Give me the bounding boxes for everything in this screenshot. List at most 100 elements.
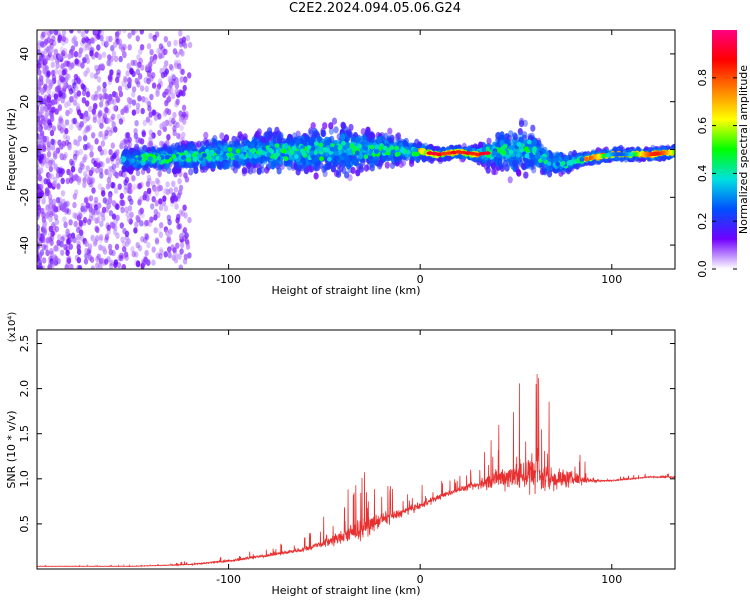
spectrogram-noise-cell xyxy=(37,210,40,217)
spectrogram-noise-cell xyxy=(183,253,189,260)
spectrogram-cell xyxy=(289,138,295,146)
spectrogram-noise-cell xyxy=(127,195,132,202)
spectrogram-noise-cell xyxy=(162,110,167,118)
spectrogram-noise-cell xyxy=(146,187,152,195)
spectrogram-noise-cell xyxy=(183,172,188,179)
spectrogram-noise-cell xyxy=(127,77,132,84)
spectrogram-noise-cell xyxy=(51,198,57,205)
spectrogram-noise-cell xyxy=(181,104,187,112)
spectrogram-noise-cell xyxy=(135,35,140,42)
spectrogram-cell xyxy=(485,157,492,166)
spectrogram-noise-cell xyxy=(43,58,48,65)
spectrogram-noise-cell xyxy=(153,214,158,221)
spectrogram-noise-cell xyxy=(101,190,106,197)
spectrogram-noise-cell xyxy=(93,94,99,101)
spectrogram-noise-cell xyxy=(177,223,183,230)
spectrogram-noise-cell xyxy=(80,202,85,210)
spectrogram-noise-cell xyxy=(158,231,164,239)
spectrogram-noise-cell xyxy=(168,63,174,71)
spectrogram-noise-cell xyxy=(175,121,180,129)
spectrogram-noise-cell xyxy=(135,136,140,144)
spectrogram-noise-cell xyxy=(105,117,111,125)
spectrogram-noise-cell xyxy=(173,252,178,259)
spectrogram-noise-cell xyxy=(177,253,182,260)
spectrogram-noise-cell xyxy=(85,36,90,44)
spectrogram-noise-cell xyxy=(154,177,160,184)
spectrogram-noise-cell xyxy=(50,61,55,68)
spectrogram-cell xyxy=(389,161,396,170)
spectrogram-noise-cell xyxy=(135,169,141,177)
spectrogram-noise-cell xyxy=(128,187,134,195)
spectrogram-cell xyxy=(247,167,254,175)
spectrogram-noise-cell xyxy=(116,113,122,121)
spectrogram-peak xyxy=(314,141,319,147)
spectrogram-cell xyxy=(308,129,314,137)
spectrogram-cell xyxy=(166,146,173,155)
spectrogram-noise-cell xyxy=(37,240,40,247)
spectrogram-peak xyxy=(243,145,249,151)
spectrogram-noise-cell xyxy=(149,49,154,56)
spectrogram-cell xyxy=(387,127,393,135)
spectrogram-noise-cell xyxy=(143,190,148,198)
spectrogram-noise-cell xyxy=(96,33,101,40)
spectrogram-noise-cell xyxy=(163,48,168,55)
spectrogram-noise-cell xyxy=(46,151,52,158)
spectrogram-noise-cell xyxy=(48,79,54,86)
spectrogram-noise-cell xyxy=(98,236,104,244)
spectrogram-noise-cell xyxy=(113,228,118,236)
spectrogram-cell xyxy=(187,141,193,149)
spectrogram-noise-cell xyxy=(73,51,79,58)
spectrogram-noise-cell xyxy=(155,252,160,259)
spectrogram-noise-cell xyxy=(99,30,105,37)
spectrogram-noise-cell xyxy=(54,108,59,115)
spectrogram-noise-cell xyxy=(157,129,162,137)
spectrogram-noise-cell xyxy=(93,72,99,80)
spectrogram-cell xyxy=(446,154,452,162)
spectrogram-noise-cell xyxy=(60,97,65,104)
spectrogram-noise-cell xyxy=(40,51,45,58)
spectrogram-noise-cell xyxy=(109,55,114,63)
spectrogram-noise-cell xyxy=(56,30,61,37)
spectrogram-noise-cell xyxy=(37,183,40,190)
spectrogram-noise-cell xyxy=(148,136,153,143)
spectrogram-noise-cell xyxy=(40,140,45,147)
spectrogram-noise-cell xyxy=(97,145,103,152)
spectrogram-noise-cell xyxy=(181,131,186,139)
spectrogram-noise-cell xyxy=(46,96,51,103)
spectrogram-noise-cell xyxy=(94,217,99,224)
spectrogram-noise-cell xyxy=(79,160,85,168)
spectrogram-noise-cell xyxy=(69,158,74,166)
spectrogram-noise-cell xyxy=(59,46,64,53)
spectrogram-noise-cell xyxy=(97,183,103,190)
spectrogram-cell xyxy=(515,168,522,176)
spectrogram-marks xyxy=(37,30,675,269)
spectrogram-noise-cell xyxy=(79,229,84,236)
spectrogram-noise-cell xyxy=(104,236,109,244)
spectrogram-noise-cell xyxy=(125,211,130,218)
spectrogram-cell xyxy=(219,132,225,140)
spectrogram-noise-cell xyxy=(134,77,139,85)
spectrogram-noise-cell xyxy=(73,139,78,146)
spectrogram-cell xyxy=(350,136,357,144)
spectrogram-noise-cell xyxy=(137,73,143,80)
spectrogram-noise-cell xyxy=(42,117,47,125)
spectrogram-noise-cell xyxy=(88,195,94,202)
spectrogram-noise-cell xyxy=(93,30,99,34)
spectrogram-noise-cell xyxy=(47,207,52,214)
spectrogram-noise-cell xyxy=(122,246,127,253)
spectrogram-noise-cell xyxy=(53,48,59,55)
spectrogram-noise-cell xyxy=(43,244,49,252)
spectrogram-noise-cell xyxy=(125,132,131,139)
spectrogram-noise-cell xyxy=(131,175,136,182)
spectrogram-noise-cell xyxy=(99,95,105,103)
spectrogram-cell xyxy=(312,163,318,171)
spectrogram-noise-cell xyxy=(170,244,175,251)
spectrogram-noise-cell xyxy=(149,75,154,82)
spectrogram-noise-cell xyxy=(108,95,113,102)
spectrogram-noise-cell xyxy=(173,186,178,193)
spectrogram-noise-cell xyxy=(78,148,84,155)
spectrogram-cell xyxy=(246,161,252,169)
spectrogram-noise-cell xyxy=(124,137,129,144)
spectrogram-noise-cell xyxy=(148,32,153,40)
